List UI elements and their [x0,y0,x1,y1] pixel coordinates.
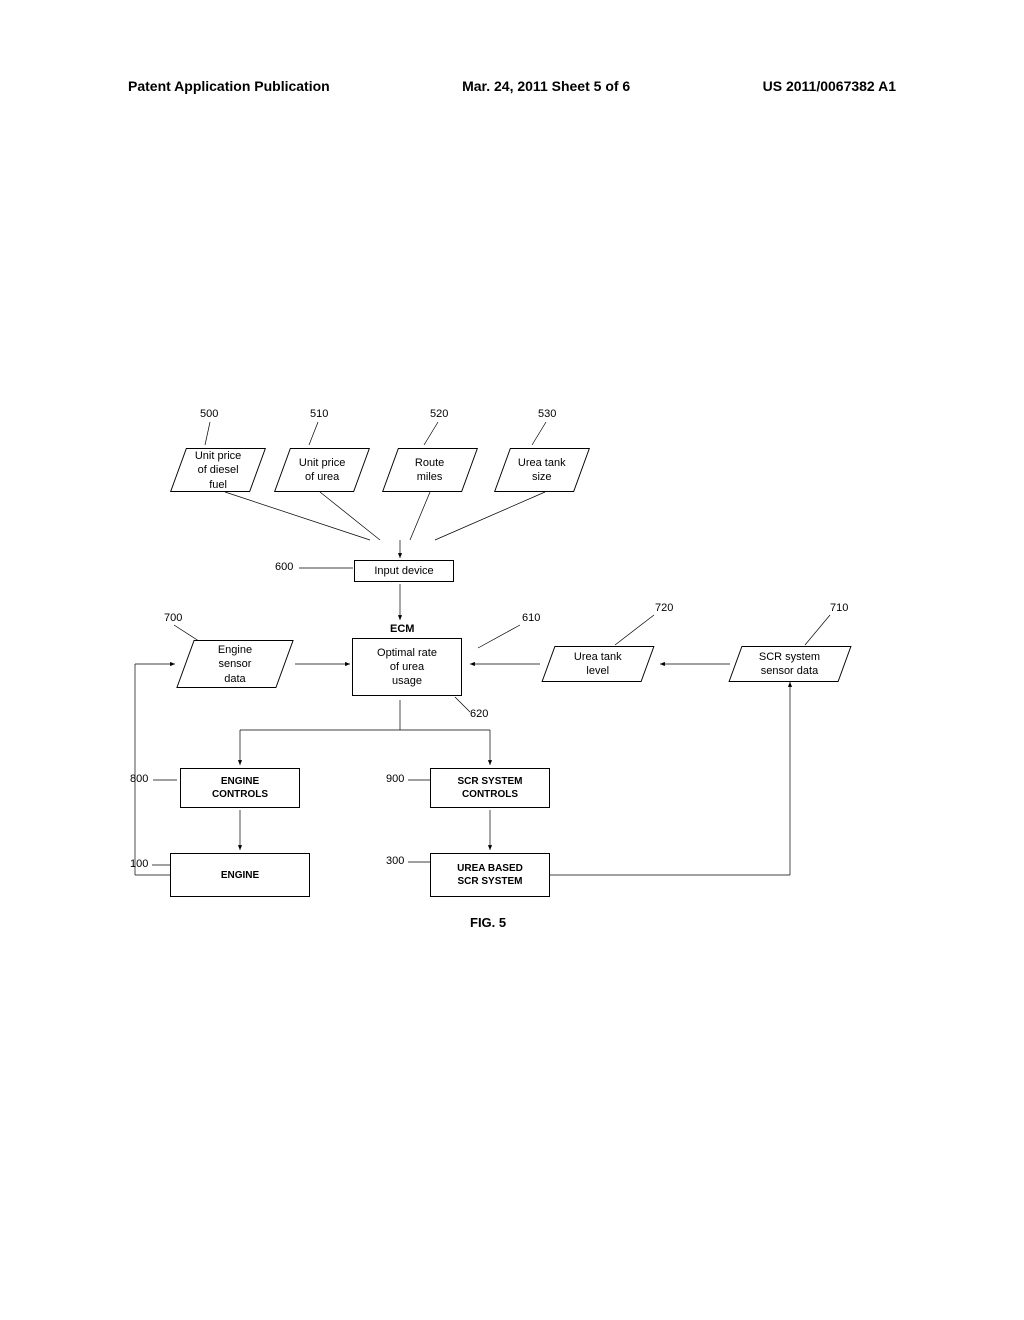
figure-caption: FIG. 5 [470,915,506,930]
node-tank-level: Urea tanklevel [541,646,654,682]
ref-610: 610 [522,612,540,624]
diagram-edges [70,400,970,1020]
ref-620: 620 [470,708,488,720]
node-engine-sensor: Enginesensordata [176,640,293,688]
node-engine-controls: ENGINECONTROLS [180,768,300,808]
ecm-label: ECM [390,623,414,635]
ref-100: 100 [130,858,148,870]
page-header: Patent Application Publication Mar. 24, … [0,78,1024,94]
node-input-device: Input device [354,560,454,582]
node-scr-controls: SCR SYSTEMCONTROLS [430,768,550,808]
ref-900: 900 [386,773,404,785]
ref-600: 600 [275,561,293,573]
node-scr-sensor: SCR systemsensor data [728,646,851,682]
node-diesel-price: Unit priceof dieselfuel [170,448,266,492]
ref-500: 500 [200,408,218,420]
node-route-miles: Routemiles [382,448,478,492]
ref-710: 710 [830,602,848,614]
ref-530: 530 [538,408,556,420]
node-optimal-rate: Optimal rateof ureausage [352,638,462,696]
ref-520: 520 [430,408,448,420]
node-engine: ENGINE [170,853,310,897]
ref-700: 700 [164,612,182,624]
ref-300: 300 [386,855,404,867]
node-scr-system: UREA BASEDSCR SYSTEM [430,853,550,897]
flow-diagram: Unit priceof dieselfuel Unit priceof ure… [70,400,970,1020]
node-urea-price: Unit priceof urea [274,448,370,492]
ref-510: 510 [310,408,328,420]
ref-800: 800 [130,773,148,785]
node-tank-size: Urea tanksize [494,448,590,492]
header-center: Mar. 24, 2011 Sheet 5 of 6 [462,78,630,94]
header-right: US 2011/0067382 A1 [763,78,896,94]
header-left: Patent Application Publication [128,78,330,94]
ref-720: 720 [655,602,673,614]
